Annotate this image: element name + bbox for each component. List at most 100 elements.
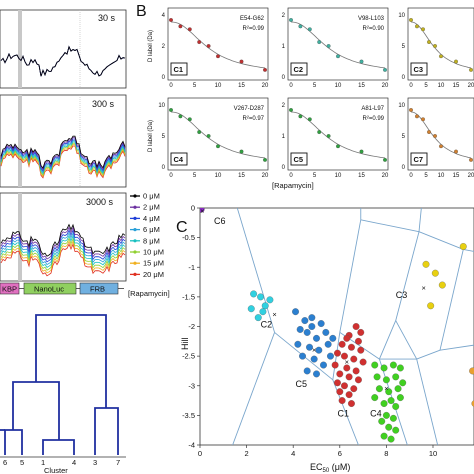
x-tick-label: 20 — [468, 173, 474, 179]
peptide-label: V98-L103 — [358, 16, 385, 22]
point-c2 — [247, 305, 255, 313]
point-c4 — [380, 400, 388, 407]
centroid-marker: × — [421, 283, 425, 292]
voronoi-edge — [416, 349, 441, 360]
peptide-label: V267-D287 — [234, 106, 265, 112]
cluster-label: C2 — [294, 65, 304, 74]
x-tick-label: 6 — [338, 449, 342, 458]
data-point — [216, 144, 220, 149]
dendro-link — [4, 429, 23, 455]
centroid-marker: × — [200, 206, 204, 215]
dendro-link — [35, 314, 107, 408]
r2-label: R²=0.99 — [242, 26, 264, 32]
legend-label: 15 μM — [143, 259, 164, 268]
x-tick-label: 20 — [262, 83, 269, 89]
legend-label: 2 μM — [143, 203, 160, 212]
data-point — [336, 54, 340, 59]
point-c5 — [306, 343, 313, 351]
point-c2 — [254, 314, 262, 322]
cluster-dendrogram — [0, 314, 119, 455]
point-c4 — [389, 361, 397, 369]
data-point — [197, 130, 202, 134]
time-label-30s: 30 s — [98, 13, 116, 23]
hdx-trace — [0, 140, 126, 174]
subplot-frame — [167, 97, 269, 171]
cluster-box — [290, 152, 308, 166]
data-point — [409, 18, 413, 22]
x-axis-label-subscript: 50 — [323, 468, 330, 474]
voronoi-edge — [236, 208, 275, 333]
y-tick-label: 0 — [162, 165, 166, 171]
fit-curve — [290, 111, 386, 159]
point-c1 — [345, 373, 353, 381]
data-point — [326, 44, 331, 48]
x-tick-label: 10 — [335, 173, 342, 179]
cluster-label-c4: C4 — [370, 408, 382, 418]
y-tick-label: -3 — [188, 381, 195, 390]
voronoi-edge — [378, 320, 397, 360]
scatter-content: ×C6×C2×C5×C1×C4×C3×C7 — [200, 206, 474, 445]
data-point — [415, 24, 419, 29]
point-c2 — [259, 308, 267, 316]
point-c1 — [338, 340, 346, 348]
x-tick-label: 5 — [313, 173, 317, 179]
point-c4 — [373, 373, 381, 381]
point-c3 — [431, 269, 439, 277]
point-c3 — [427, 302, 435, 310]
dendrogram-leaf-label: 4 — [72, 458, 76, 467]
y-tick-label: 1 — [282, 44, 286, 50]
voronoi-edge — [439, 344, 474, 351]
data-point — [433, 44, 437, 48]
x-tick-label: 10 — [215, 83, 222, 89]
dendrogram-xlabel: Cluster — [44, 466, 68, 474]
dendro-link — [94, 407, 119, 455]
point-c4 — [378, 417, 386, 425]
domain-label-nanoluc: NanoLuc — [34, 285, 64, 294]
dendrogram-leaf-label: 5 — [20, 458, 24, 467]
y-tick-label: 4 — [162, 13, 166, 19]
x-axis-label-unit: (μM) — [329, 462, 350, 472]
data-point — [359, 59, 364, 64]
y-axis-label: D label (Da) — [148, 120, 154, 152]
r2-label: R²=0.99 — [362, 116, 384, 122]
fit-curve — [410, 111, 472, 159]
data-point — [187, 117, 192, 122]
legend-marker — [133, 194, 137, 198]
point-c4 — [387, 397, 395, 405]
cluster-label-c1: C1 — [337, 408, 349, 418]
cluster-label-c6: C6 — [214, 216, 226, 226]
domain-label-kbp: KBP — [2, 285, 17, 294]
peptide-label: A81-L97 — [361, 106, 384, 112]
fit-curve — [170, 21, 266, 69]
voronoi-edge — [463, 249, 474, 252]
hdx-trace — [0, 223, 126, 257]
legend-label: 0 μM — [143, 192, 160, 201]
hdx-trace — [0, 142, 126, 176]
hdx-trace — [0, 243, 126, 277]
point-c5 — [294, 340, 302, 348]
point-c1 — [352, 367, 360, 375]
panel-c-scatter: ×C6×C2×C5×C1×C4×C3×C70-0.5-1-1.5-2-2.5-3… — [180, 204, 474, 474]
dendrogram-leaf-label: 1 — [41, 458, 45, 467]
data-point — [307, 117, 312, 122]
point-c1 — [347, 343, 355, 351]
domain-label-frb: FRB — [90, 285, 105, 294]
x-tick-label: 15 — [238, 83, 245, 89]
y-tick-label: 2 — [162, 44, 166, 50]
data-point — [383, 157, 387, 162]
point-c1 — [334, 379, 341, 387]
voronoi-edge — [418, 208, 422, 232]
point-c5 — [327, 352, 334, 360]
cluster-label-c2: C2 — [261, 320, 273, 330]
data-point — [359, 149, 364, 154]
y-tick-label: 5 — [402, 44, 406, 50]
data-point — [317, 40, 322, 44]
hdx-trace — [0, 141, 126, 175]
y-tick-label: -1.5 — [182, 292, 195, 301]
point-c4 — [392, 373, 400, 381]
legend-marker — [133, 216, 137, 220]
point-c5 — [315, 346, 323, 354]
panel-a: 30 s 300 s 3000 s 0 μM 2 μM 4 μM 6 μM 8 μM 10… — [0, 9, 170, 298]
x-tick-label: 0 — [169, 83, 173, 89]
